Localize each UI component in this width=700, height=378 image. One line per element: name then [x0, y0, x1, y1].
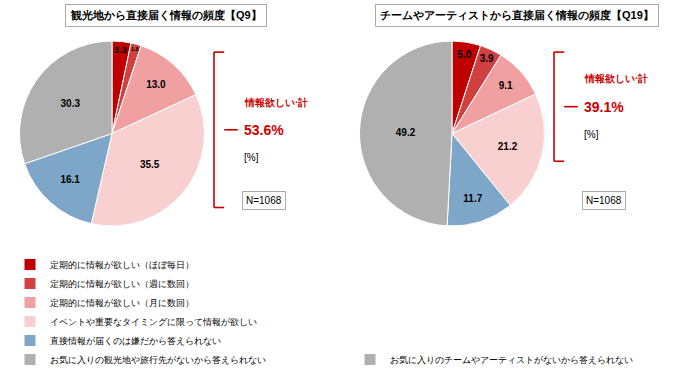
svg-text:3.9: 3.9	[480, 53, 494, 64]
svg-text:16.1: 16.1	[60, 174, 80, 185]
svg-text:13.0: 13.0	[146, 79, 166, 90]
svg-text:[%]: [%]	[584, 129, 599, 140]
svg-text:情報欲しい·計: 情報欲しい·計	[584, 73, 648, 84]
svg-text:定期的に情報が欲しい（週に数回）: 定期的に情報が欲しい（週に数回）	[50, 279, 194, 289]
svg-text:5.0: 5.0	[457, 49, 471, 60]
svg-text:30.3: 30.3	[61, 98, 81, 109]
svg-text:情報欲しい·計: 情報欲しい·計	[244, 97, 308, 108]
svg-text:35.5: 35.5	[140, 159, 160, 170]
svg-text:お気に入りの観光地や旅行先がないから答えられない: お気に入りの観光地や旅行先がないから答えられない	[50, 355, 266, 365]
svg-text:N=1068: N=1068	[586, 195, 622, 206]
svg-text:定期的に情報が欲しい（ほぼ毎日）: 定期的に情報が欲しい（ほぼ毎日）	[50, 260, 194, 270]
svg-text:イベントや重要なタイミングに限って情報が欲しい: イベントや重要なタイミングに限って情報が欲しい	[50, 317, 257, 327]
svg-text:チームやアーティストから直接届く情報の頻度【Q19】: チームやアーティストから直接届く情報の頻度【Q19】	[380, 9, 654, 22]
svg-text:49.2: 49.2	[396, 127, 416, 138]
svg-text:9.1: 9.1	[499, 80, 513, 91]
svg-text:[%]: [%]	[244, 152, 259, 163]
svg-text:53.6%: 53.6%	[244, 122, 284, 138]
svg-text:直接情報が届くのは嫌だから答えられない: 直接情報が届くのは嫌だから答えられない	[50, 336, 221, 346]
svg-text:39.1%: 39.1%	[584, 99, 624, 115]
svg-text:観光地から直接届く情報の頻度【Q9】: 観光地から直接届く情報の頻度【Q9】	[70, 9, 262, 22]
svg-text:21.2: 21.2	[498, 141, 518, 152]
svg-text:11.7: 11.7	[463, 193, 482, 204]
svg-text:1.8: 1.8	[131, 46, 139, 52]
svg-text:お気に入りのチームやアーティストがないから答えられない: お気に入りのチームやアーティストがないから答えられない	[390, 355, 633, 365]
svg-text:定期的に情報が欲しい（月に数回）: 定期的に情報が欲しい（月に数回）	[50, 298, 194, 308]
svg-text:N=1068: N=1068	[246, 195, 282, 206]
svg-text:3.3: 3.3	[114, 44, 127, 55]
